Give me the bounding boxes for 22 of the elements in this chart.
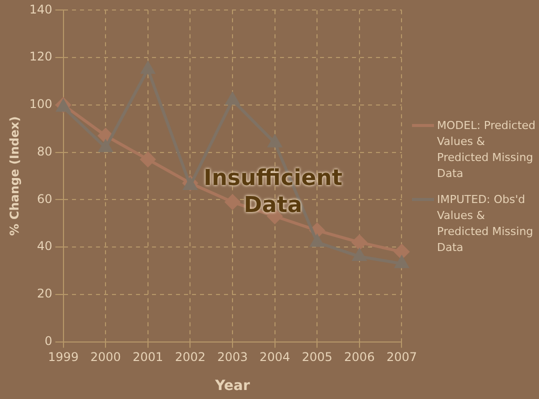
annotation: Insufficient Data bbox=[202, 165, 344, 219]
y-axis-title: % Change (Index) bbox=[7, 116, 22, 236]
y-tick-label: 100 bbox=[29, 97, 52, 112]
y-tick-label: 0 bbox=[44, 334, 52, 348]
x-tick-label: 2006 bbox=[344, 350, 375, 364]
x-tick-label: 2004 bbox=[260, 350, 290, 364]
y-tick-label: 120 bbox=[29, 50, 52, 64]
y-tick-label: 60 bbox=[37, 192, 52, 206]
x-tick-label: 2007 bbox=[386, 350, 418, 364]
x-tick-label: 1999 bbox=[48, 350, 79, 364]
x-axis-title: Year bbox=[214, 378, 250, 394]
x-tick-label: 2002 bbox=[174, 350, 206, 364]
x-tick-label: 2005 bbox=[302, 350, 332, 364]
legend-label: IMPUTED: Obs'd Values & Predicted Missing Data bbox=[437, 192, 534, 256]
y-tick-label: 20 bbox=[37, 286, 52, 301]
legend-label: MODEL: Predicted Values & Predicted Missing Data bbox=[437, 118, 537, 182]
x-tick-label: 2003 bbox=[217, 350, 248, 364]
y-tick-label: 40 bbox=[37, 239, 52, 254]
y-tick-label: 80 bbox=[37, 144, 52, 158]
y-tick-label: 140 bbox=[29, 2, 52, 16]
x-tick-label: 2001 bbox=[132, 350, 164, 364]
x-tick-label: 2000 bbox=[90, 350, 121, 364]
